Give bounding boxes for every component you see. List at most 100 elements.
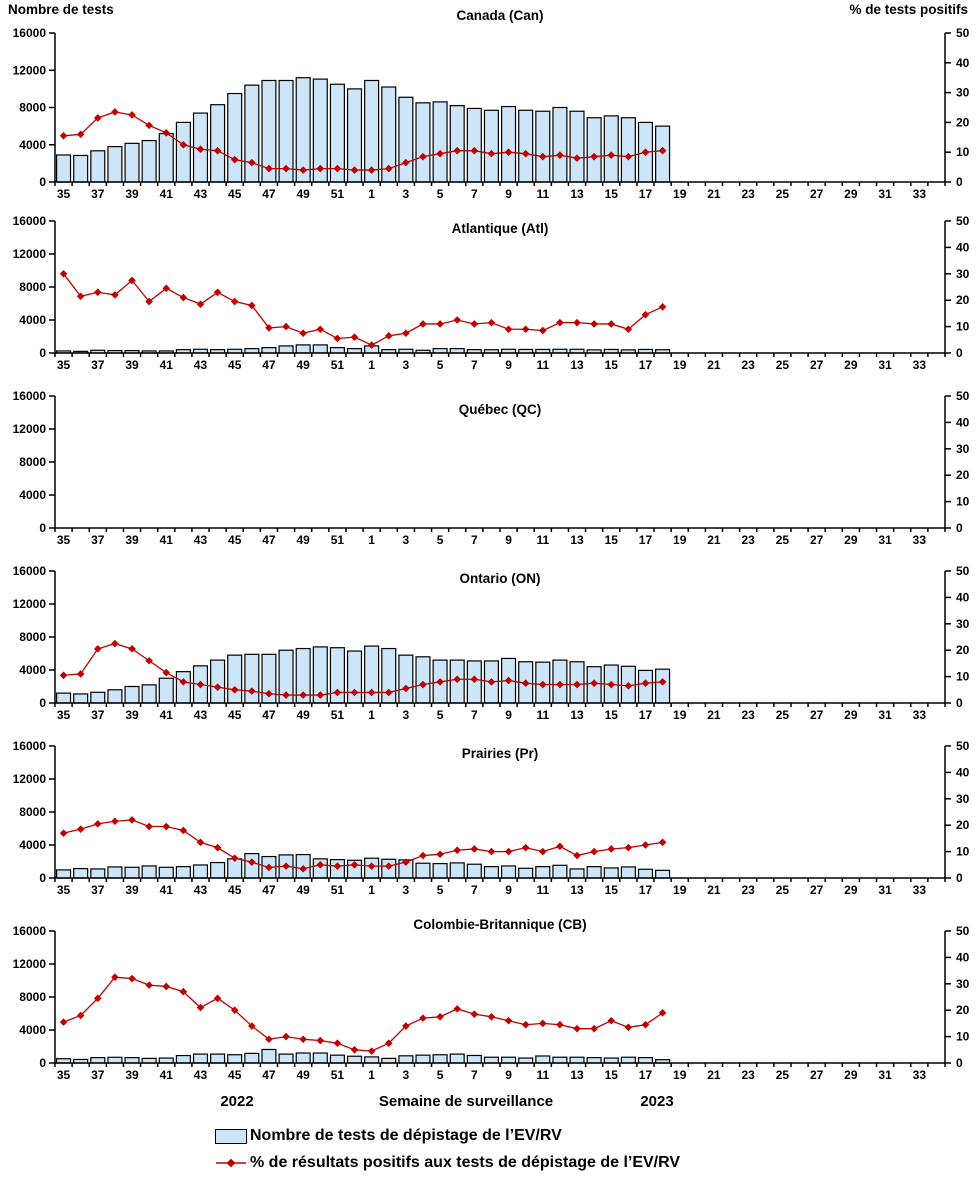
pct-marker: [436, 850, 444, 859]
left-tick-label: 8000: [19, 805, 46, 819]
pct-marker: [333, 164, 342, 173]
pct-marker: [213, 146, 222, 155]
pct-marker: [316, 1036, 325, 1045]
pct-positifs-line: [63, 819, 663, 870]
pct-marker: [282, 691, 290, 699]
week-label: 17: [639, 708, 653, 722]
right-tick-label: 0: [956, 696, 963, 710]
week-label: 9: [505, 708, 512, 722]
week-label: 19: [673, 1068, 687, 1082]
week-label: 11: [536, 358, 549, 372]
pct-marker: [350, 861, 359, 869]
left-tick-label: 12000: [13, 422, 47, 436]
test-bar: [637, 1057, 654, 1064]
right-tick-label: 10: [956, 145, 970, 159]
pct-marker: [607, 320, 616, 328]
pct-marker: [367, 688, 376, 697]
pct-marker: [590, 152, 598, 161]
test-bar: [295, 344, 311, 354]
left-tick-label: 12000: [13, 247, 47, 261]
week-label: 47: [262, 358, 276, 372]
pct-marker: [487, 149, 496, 158]
axes: [49, 930, 951, 1067]
right-tick-label: 40: [956, 765, 970, 779]
pct-marker: [76, 670, 85, 678]
pct-marker: [521, 149, 530, 158]
week-label: 15: [605, 708, 619, 722]
week-label: 37: [91, 883, 105, 897]
pct-marker: [641, 148, 650, 156]
week-label: 7: [471, 883, 478, 897]
week-label: 3: [403, 358, 410, 372]
pct-marker: [145, 121, 153, 130]
pct-marker: [213, 843, 222, 852]
pct-marker: [504, 676, 513, 685]
test-bar: [329, 347, 345, 354]
week-label: 23: [741, 533, 755, 547]
right-tick-label: 40: [956, 415, 970, 429]
test-bar: [73, 154, 89, 183]
right-tick-label: 0: [956, 175, 963, 189]
test-bar: [415, 102, 431, 183]
week-label: 45: [228, 1068, 242, 1082]
week-label: 27: [810, 1068, 824, 1082]
pct-marker: [299, 691, 307, 699]
test-bar: [210, 104, 226, 183]
test-bar: [483, 866, 500, 879]
week-label: 37: [91, 708, 105, 722]
week-label: 45: [228, 187, 242, 201]
right-tick-label: 50: [956, 924, 970, 938]
pct-marker: [299, 1035, 307, 1044]
week-label: 25: [776, 533, 790, 547]
week-label: 17: [639, 187, 653, 201]
test-bar: [569, 110, 585, 183]
pct-marker: [76, 1011, 85, 1020]
pct-marker: [658, 1009, 667, 1017]
week-label: 31: [878, 883, 892, 897]
test-bar: [73, 693, 89, 704]
test-bar: [586, 866, 602, 879]
week-label: 39: [125, 1068, 139, 1082]
week-label: 39: [125, 187, 139, 201]
right-tick-label: 10: [956, 495, 970, 509]
week-label: 29: [844, 1068, 858, 1082]
left-tick-label: 16000: [13, 924, 47, 938]
right-tick-label: 50: [956, 389, 970, 403]
panel-title: Colombie-Britannique (CB): [413, 917, 586, 932]
pct-marker: [230, 1006, 239, 1014]
test-bar: [466, 1054, 482, 1064]
week-label: 43: [194, 533, 208, 547]
pct-marker: [556, 318, 564, 327]
week-label: 1: [368, 883, 375, 897]
tests-bars-series: [55, 344, 671, 354]
week-label: 39: [125, 883, 139, 897]
legend-bar-swatch: [215, 1128, 247, 1144]
week-label: 15: [605, 187, 619, 201]
test-bar: [483, 109, 500, 183]
pct-marker: [111, 108, 119, 116]
pct-marker: [333, 1039, 342, 1047]
pct-marker: [384, 1039, 393, 1047]
test-bar: [158, 132, 174, 183]
pct-marker: [573, 1024, 581, 1033]
pct-marker: [111, 973, 119, 981]
pct-markers: [59, 108, 667, 174]
pct-marker: [419, 152, 427, 161]
pct-marker: [590, 679, 598, 687]
test-bar: [415, 656, 431, 704]
test-bar: [175, 1054, 191, 1064]
test-bar: [55, 869, 72, 879]
right-tick-label: 0: [956, 871, 963, 885]
week-label: 29: [844, 533, 858, 547]
right-tick-label: 20: [956, 643, 970, 657]
left-tick-label: 16000: [13, 389, 47, 403]
week-label: 7: [471, 358, 478, 372]
pct-marker: [470, 320, 479, 328]
right-tick-label: 20: [956, 115, 970, 129]
week-label: 43: [194, 187, 208, 201]
week-label: 47: [262, 1068, 276, 1082]
pct-marker: [624, 152, 633, 161]
pct-marker: [299, 166, 307, 174]
test-bar: [432, 1054, 448, 1064]
test-bar: [501, 105, 517, 183]
